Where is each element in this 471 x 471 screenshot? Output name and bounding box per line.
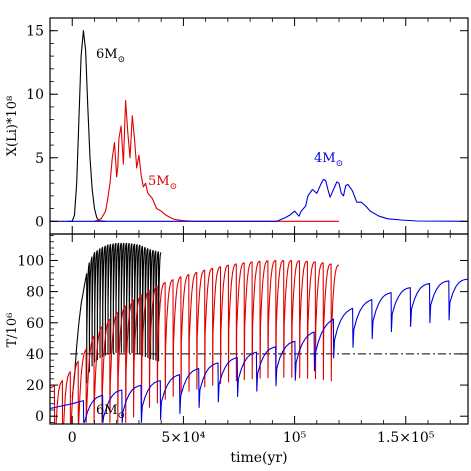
ytick-label-1-0: 0 [35,409,44,425]
label-6msun-bottom-main: 6M [96,403,118,418]
ytick-label-1-4: 80 [26,285,44,301]
top-panel-series [50,30,468,222]
series-line-1-0 [71,242,162,398]
ytick-label-0-2: 10 [26,87,44,103]
label-6msun-top-sub: ⊙ [118,55,126,65]
label-6msun-bottom-sub: ⊙ [118,411,126,421]
xtick-label-3: 1.5×10⁵ [377,430,435,446]
ytick-label-1-3: 60 [26,316,44,332]
series-line-0-0 [67,30,106,222]
label-5msun-top: 5M⊙ [148,174,177,192]
label-4msun-top-main: 4M [314,151,336,166]
xtick-label-0: 0 [68,430,77,446]
label-6msun-bottom: 6M⊙ [96,403,125,421]
bottom-panel-series [50,242,468,424]
ytick-label-1-1: 20 [26,378,44,394]
series-group-0 [50,30,468,222]
label-6msun-top: 6M⊙ [96,47,125,65]
bottom-panel-temperature: 0 20 40 60 80 100 0 5×10⁴ 10⁵ 1.5×10⁵ T/10⁶ time(… [5,233,469,466]
bottom-panel-ticks: 0 20 40 60 80 100 0 5×10⁴ 10⁵ 1.5×10⁵ [17,234,468,446]
series-line-0-1 [94,100,339,222]
ytick-label-1-2: 40 [26,347,44,363]
label-4msun-top: 4M⊙ [314,151,343,169]
xtick-label-1: 5×10⁴ [161,430,205,446]
ytick-label-0-1: 5 [35,151,44,167]
series-line-1-2 [50,278,468,423]
ytick-label-1-5: 100 [17,253,44,269]
ytick-label-0-0: 0 [35,214,44,230]
bottom-xlabel: time(yr) [230,450,287,466]
label-4msun-top-sub: ⊙ [336,159,344,169]
ytick-label-0-3: 15 [26,24,44,40]
label-6msun-top-main: 6M [96,47,118,62]
series-group-1 [50,242,468,424]
label-5msun-top-main: 5M [148,174,170,189]
bottom-ylabel: T/10⁶ [5,313,20,348]
top-ylabel: X(Li)*10⁸ [5,96,20,156]
xtick-label-2: 10⁵ [283,430,307,446]
series-line-0-2 [50,178,468,222]
label-5msun-top-sub: ⊙ [170,182,178,192]
top-panel-ticks: 0 5 10 15 [26,17,468,235]
series-line-1-1 [50,259,340,424]
